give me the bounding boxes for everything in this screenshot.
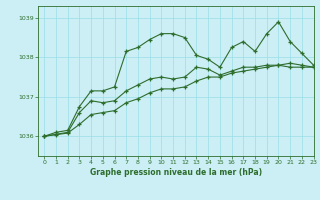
X-axis label: Graphe pression niveau de la mer (hPa): Graphe pression niveau de la mer (hPa) <box>90 168 262 177</box>
